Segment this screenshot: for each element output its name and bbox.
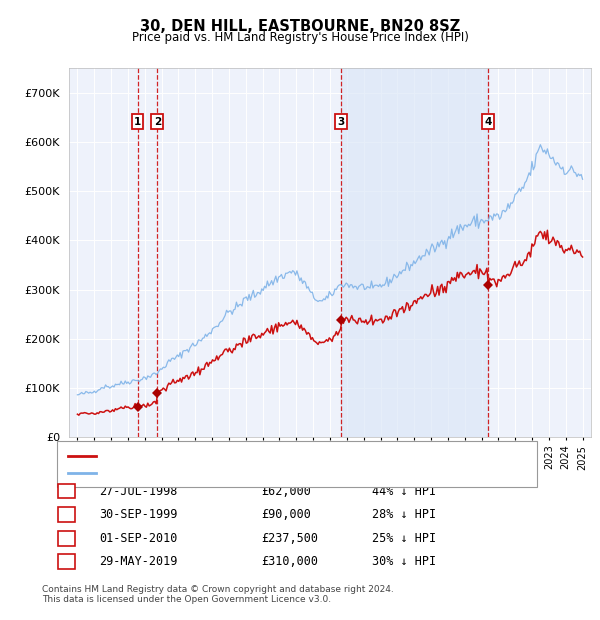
Text: 30, DEN HILL, EASTBOURNE, BN20 8SZ (detached house): 30, DEN HILL, EASTBOURNE, BN20 8SZ (deta… bbox=[102, 451, 400, 461]
Text: Contains HM Land Registry data © Crown copyright and database right 2024.
This d: Contains HM Land Registry data © Crown c… bbox=[42, 585, 394, 604]
Text: £237,500: £237,500 bbox=[261, 532, 318, 544]
Text: 27-JUL-1998: 27-JUL-1998 bbox=[99, 485, 178, 497]
Text: £310,000: £310,000 bbox=[261, 556, 318, 568]
Text: 2: 2 bbox=[63, 510, 70, 520]
Text: 1: 1 bbox=[134, 117, 141, 126]
Text: 1: 1 bbox=[63, 486, 70, 496]
Text: 30% ↓ HPI: 30% ↓ HPI bbox=[372, 556, 436, 568]
Text: 3: 3 bbox=[338, 117, 345, 126]
Text: 44% ↓ HPI: 44% ↓ HPI bbox=[372, 485, 436, 497]
Text: 29-MAY-2019: 29-MAY-2019 bbox=[99, 556, 178, 568]
Text: 01-SEP-2010: 01-SEP-2010 bbox=[99, 532, 178, 544]
Text: 2: 2 bbox=[154, 117, 161, 126]
Text: £62,000: £62,000 bbox=[261, 485, 311, 497]
Text: HPI: Average price, detached house, Eastbourne: HPI: Average price, detached house, East… bbox=[102, 468, 354, 478]
Text: 4: 4 bbox=[485, 117, 492, 126]
Text: 25% ↓ HPI: 25% ↓ HPI bbox=[372, 532, 436, 544]
Text: Price paid vs. HM Land Registry's House Price Index (HPI): Price paid vs. HM Land Registry's House … bbox=[131, 31, 469, 44]
Text: 30, DEN HILL, EASTBOURNE, BN20 8SZ: 30, DEN HILL, EASTBOURNE, BN20 8SZ bbox=[140, 19, 460, 33]
Text: 30-SEP-1999: 30-SEP-1999 bbox=[99, 508, 178, 521]
Text: 28% ↓ HPI: 28% ↓ HPI bbox=[372, 508, 436, 521]
Text: £90,000: £90,000 bbox=[261, 508, 311, 521]
Text: 4: 4 bbox=[63, 557, 70, 567]
Bar bbox=[341, 68, 488, 437]
Text: 3: 3 bbox=[63, 533, 70, 543]
